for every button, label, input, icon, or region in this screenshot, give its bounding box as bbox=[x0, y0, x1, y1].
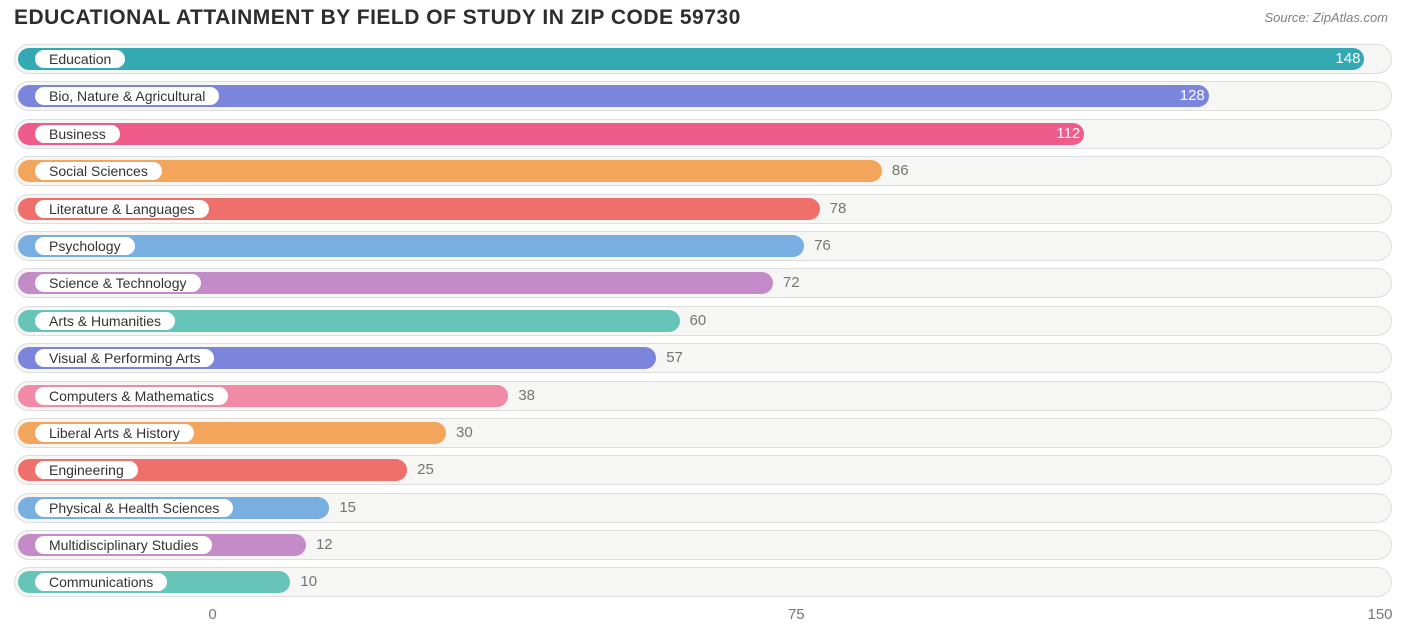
bar-row: Psychology 76 bbox=[14, 231, 1392, 261]
bar-chart: Education 148 Bio, Nature & Agricultural 12… bbox=[14, 44, 1392, 602]
bar-label-pill: Science & Technology bbox=[34, 273, 202, 293]
bar-label-pill: Communications bbox=[34, 572, 168, 592]
bar-label-pill: Bio, Nature & Agricultural bbox=[34, 86, 220, 106]
bar-label-pill: Education bbox=[34, 49, 126, 69]
bar-row: Visual & Performing Arts 57 bbox=[14, 343, 1392, 373]
bar-row: Engineering 25 bbox=[14, 455, 1392, 485]
bar-row: Bio, Nature & Agricultural 128 bbox=[14, 81, 1392, 111]
bar-value: 128 bbox=[1180, 81, 1205, 111]
bar-value: 76 bbox=[814, 231, 831, 261]
bar-row: Social Sciences 86 bbox=[14, 156, 1392, 186]
bar-value: 57 bbox=[666, 343, 683, 373]
bar-label-pill: Social Sciences bbox=[34, 161, 163, 181]
bar-label-pill: Liberal Arts & History bbox=[34, 423, 195, 443]
bar-label-pill: Physical & Health Sciences bbox=[34, 498, 234, 518]
bar-label-pill: Literature & Languages bbox=[34, 199, 210, 219]
bar-label-pill: Engineering bbox=[34, 460, 139, 480]
bar-row: Education 148 bbox=[14, 44, 1392, 74]
bar-row: Physical & Health Sciences 15 bbox=[14, 493, 1392, 523]
bar-label-pill: Visual & Performing Arts bbox=[34, 348, 215, 368]
x-axis-tick: 0 bbox=[208, 606, 216, 623]
bar-fill bbox=[18, 235, 804, 257]
bar-value: 148 bbox=[1335, 44, 1360, 74]
bar-fill bbox=[18, 48, 1364, 70]
bar-fill bbox=[18, 123, 1084, 145]
bar-value: 72 bbox=[783, 268, 800, 298]
chart-title: EDUCATIONAL ATTAINMENT BY FIELD OF STUDY… bbox=[14, 6, 741, 30]
chart-source: Source: ZipAtlas.com bbox=[1264, 6, 1388, 25]
bar-value: 30 bbox=[456, 418, 473, 448]
x-axis-tick: 150 bbox=[1367, 606, 1392, 623]
bar-row: Communications 10 bbox=[14, 567, 1392, 597]
bar-value: 60 bbox=[690, 306, 707, 336]
bar-value: 15 bbox=[339, 493, 356, 523]
bar-row: Liberal Arts & History 30 bbox=[14, 418, 1392, 448]
bar-label-pill: Business bbox=[34, 124, 121, 144]
bar-value: 25 bbox=[417, 455, 434, 485]
bar-row: Literature & Languages 78 bbox=[14, 194, 1392, 224]
bar-row: Multidisciplinary Studies 12 bbox=[14, 530, 1392, 560]
bar-row: Science & Technology 72 bbox=[14, 268, 1392, 298]
bar-value: 12 bbox=[316, 530, 333, 560]
bar-label-pill: Arts & Humanities bbox=[34, 311, 176, 331]
bar-label-pill: Computers & Mathematics bbox=[34, 386, 229, 406]
bar-value: 38 bbox=[518, 381, 535, 411]
x-axis: 0 75 150 bbox=[14, 606, 1392, 626]
bar-row: Business 112 bbox=[14, 119, 1392, 149]
bar-value: 10 bbox=[300, 567, 317, 597]
bar-label-pill: Multidisciplinary Studies bbox=[34, 535, 213, 555]
bar-row: Arts & Humanities 60 bbox=[14, 306, 1392, 336]
bar-value: 86 bbox=[892, 156, 909, 186]
bar-value: 112 bbox=[1056, 119, 1080, 149]
bar-label-pill: Psychology bbox=[34, 236, 136, 256]
bar-value: 78 bbox=[830, 194, 847, 224]
x-axis-tick: 75 bbox=[788, 606, 805, 623]
bar-row: Computers & Mathematics 38 bbox=[14, 381, 1392, 411]
